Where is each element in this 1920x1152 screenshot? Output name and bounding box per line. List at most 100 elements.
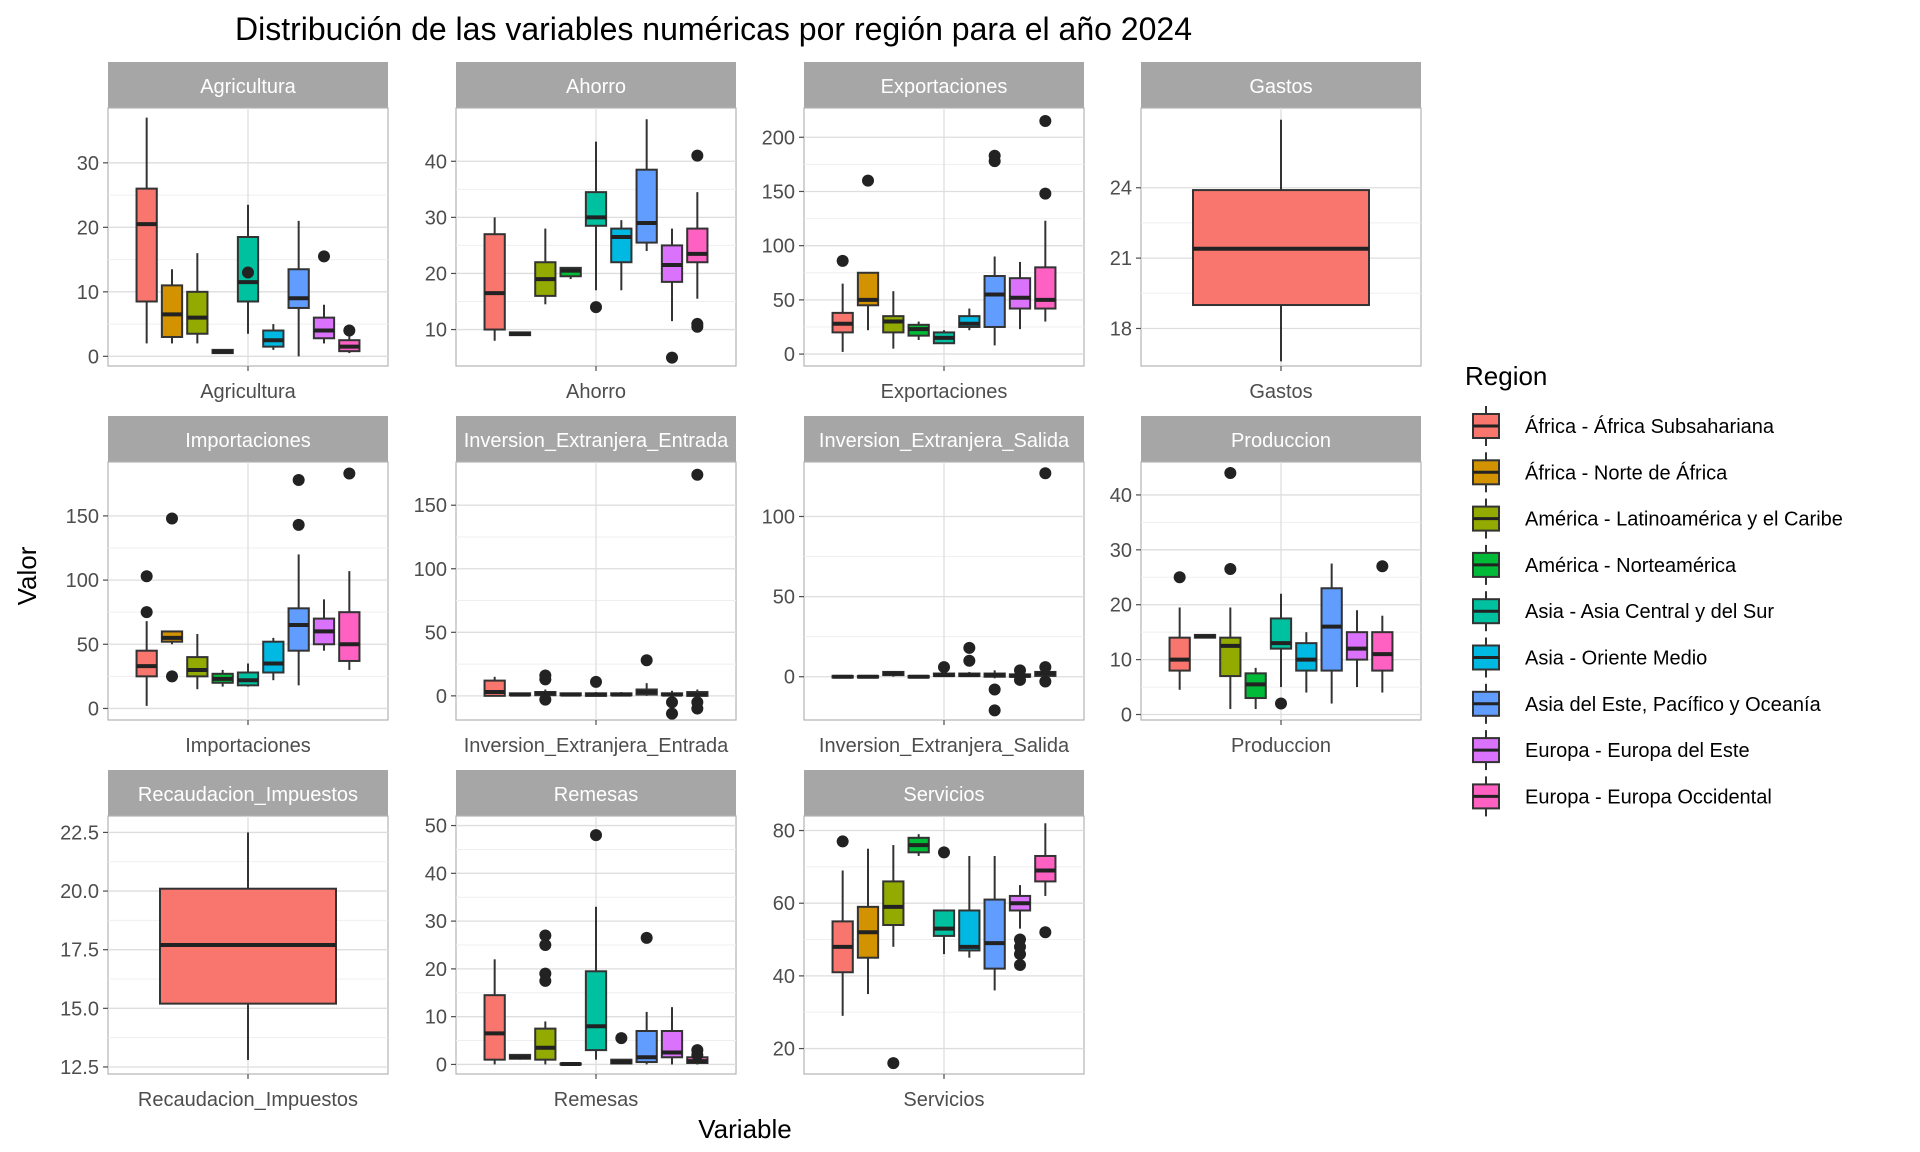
facet-panel-agricultura: Agricultura 0 10 20 30 Agricultura [77, 62, 389, 403]
y-tick-label: 100 [762, 236, 795, 258]
facet-panel-ahorro: Ahorro 10 20 30 40 Ahorro [425, 62, 737, 403]
x-tick-label: Importaciones [185, 735, 311, 757]
y-tick-label: 10 [1110, 650, 1132, 672]
y-tick-label: 40 [1110, 485, 1132, 507]
outlier-point [640, 931, 653, 944]
y-tick-label: 60 [773, 893, 795, 915]
box-9 [686, 149, 709, 333]
outlier-point [1014, 673, 1026, 686]
facet-strip-label: Gastos [1249, 76, 1312, 98]
outlier-point [539, 929, 552, 942]
facet-panel-gastos: Gastos 18 21 24 Gastos [1110, 62, 1422, 403]
box-body [686, 227, 709, 264]
facet-strip [456, 416, 736, 462]
y-tick-label: 50 [773, 587, 795, 609]
box-1 [1168, 571, 1191, 690]
box-body [584, 970, 608, 1052]
y-tick-label: 0 [88, 698, 99, 720]
box-body [1219, 636, 1242, 678]
outlier-point [1275, 697, 1287, 710]
box-1 [483, 959, 506, 1065]
outlier-point [590, 829, 602, 842]
box-5 [584, 829, 608, 1060]
y-tick-label: 50 [77, 634, 99, 656]
box-2 [1193, 633, 1217, 639]
box-9 [1034, 467, 1057, 688]
box-8 [1345, 610, 1369, 688]
outlier-point [1039, 115, 1052, 128]
box-9 [338, 467, 361, 670]
box-1 [135, 117, 158, 344]
y-axis-label: Valor [12, 546, 42, 605]
box-4 [1244, 667, 1267, 710]
box-body [1034, 266, 1057, 310]
x-axis-label: Variable [698, 1114, 791, 1144]
box-body [932, 909, 956, 937]
box-body [983, 898, 1006, 970]
facet-strip-label: Agricultura [200, 76, 296, 98]
facet-panel-servicios: Servicios 20 40 60 80 Servicios [773, 770, 1085, 1111]
outlier-point [1376, 560, 1389, 573]
legend-item-6: Asia - Oriente Medio [1472, 637, 1707, 678]
facet-strip [804, 770, 1084, 816]
box-body [287, 607, 310, 652]
box-5 [584, 675, 608, 697]
outlier-point [318, 250, 330, 263]
box-7 [635, 654, 658, 696]
facet-strip-label: Importaciones [185, 430, 311, 452]
x-tick-label: Remesas [554, 1089, 638, 1111]
box-3 [186, 634, 209, 690]
outlier-point [836, 835, 849, 848]
y-tick-label: 20 [77, 217, 99, 239]
box-8 [1008, 261, 1032, 330]
outlier-point [1224, 466, 1237, 479]
box-4 [907, 674, 930, 679]
box-2 [508, 1053, 532, 1060]
legend-label: América - Latinoamérica y el Caribe [1525, 509, 1843, 531]
y-tick-label: 40 [425, 151, 447, 173]
legend-item-1: África - África Subsahariana [1472, 406, 1775, 446]
facet-strip-label: Remesas [554, 784, 638, 806]
outlier-point [938, 661, 950, 674]
y-tick-label: 21 [1110, 248, 1132, 270]
y-tick-label: 50 [425, 816, 447, 838]
outlier-point [590, 301, 602, 314]
outlier-point [590, 675, 602, 688]
box-body [262, 640, 285, 674]
box-1 [483, 676, 506, 697]
y-tick-label: 30 [77, 153, 99, 175]
y-tick-label: 100 [414, 559, 447, 581]
outlier-point [887, 1057, 900, 1070]
box-3 [882, 845, 905, 1070]
outlier-point [691, 320, 704, 333]
y-tick-label: 0 [436, 1054, 447, 1076]
facet-panels: Agricultura 0 10 20 30 Agricultura Ahorro 10 20 3… [60, 62, 1422, 1111]
outlier-point [666, 707, 678, 720]
y-tick-label: 40 [773, 966, 795, 988]
box-body [983, 275, 1006, 328]
y-tick-label: 150 [66, 506, 99, 528]
box-9 [1034, 823, 1057, 939]
y-tick-label: 0 [436, 686, 447, 708]
box-body [160, 284, 184, 338]
facet-strip-label: Inversion_Extranjera_Salida [819, 430, 1070, 452]
legend-label: África - África Subsahariana [1525, 415, 1775, 438]
box-6 [958, 308, 981, 331]
box-8 [1008, 885, 1032, 971]
outlier-point [988, 155, 1001, 168]
box-6 [610, 1032, 633, 1065]
outlier-point [1039, 661, 1052, 674]
outlier-point [1039, 467, 1052, 480]
box-1 [135, 570, 158, 706]
box-1 [483, 217, 506, 341]
facet-strip [108, 770, 388, 816]
box-5 [236, 663, 260, 687]
box-body [958, 909, 981, 952]
box-3 [882, 291, 905, 349]
chart-title: Distribución de las variables numéricas … [235, 11, 1192, 47]
y-tick-label: 20 [1110, 595, 1132, 617]
facet-panel-produccion: Produccion 0 10 20 30 40 Produccion [1110, 416, 1422, 757]
y-tick-label: 40 [425, 863, 447, 885]
box-body [338, 611, 361, 662]
